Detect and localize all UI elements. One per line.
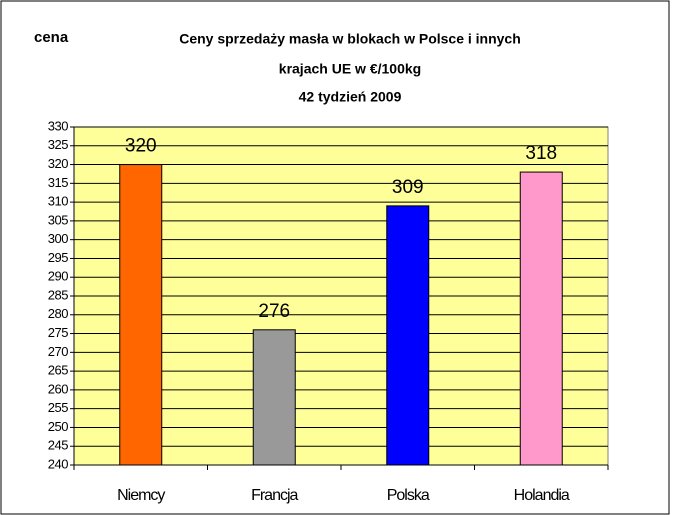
- x-tick-label: Francja: [251, 487, 298, 504]
- chart-title: Ceny sprzedaży masła w blokach w Polsce …: [179, 31, 521, 47]
- y-tick-label: 255: [48, 400, 68, 415]
- y-tick-label: 305: [48, 212, 68, 227]
- chart-title: krajach UE w €/100kg: [279, 61, 421, 77]
- y-tick-label: 240: [48, 456, 68, 471]
- bar: [519, 171, 563, 466]
- data-label: 320: [125, 136, 157, 157]
- y-tick-label: 290: [48, 269, 68, 284]
- y-tick-label: 325: [48, 137, 68, 152]
- y-tick-label: 300: [48, 231, 68, 246]
- y-tick-label: 270: [48, 344, 68, 359]
- y-tick-label: 280: [48, 306, 68, 321]
- y-axis-label: cena: [34, 29, 69, 46]
- y-tick-label: 265: [48, 363, 68, 378]
- data-label: 309: [392, 177, 424, 198]
- bar: [119, 164, 163, 466]
- bar: [252, 329, 296, 466]
- y-tick-label: 310: [48, 194, 68, 209]
- y-tick-label: 315: [48, 175, 68, 190]
- x-tick-label: Holandia: [514, 487, 570, 504]
- x-tick-label: Polska: [387, 487, 430, 504]
- y-tick-label: 285: [48, 287, 68, 302]
- y-tick-label: 320: [48, 156, 68, 171]
- bar: [386, 205, 430, 466]
- y-tick-label: 330: [48, 118, 68, 133]
- x-tick-label: Niemcy: [117, 487, 165, 504]
- y-tick-label: 295: [48, 250, 68, 265]
- y-tick-label: 245: [48, 438, 68, 453]
- data-label: 318: [525, 143, 557, 164]
- y-tick-label: 250: [48, 419, 68, 434]
- chart-title: 42 tydzień 2009: [299, 89, 402, 105]
- y-tick-label: 275: [48, 325, 68, 340]
- data-label: 276: [258, 301, 290, 322]
- y-tick-label: 260: [48, 381, 68, 396]
